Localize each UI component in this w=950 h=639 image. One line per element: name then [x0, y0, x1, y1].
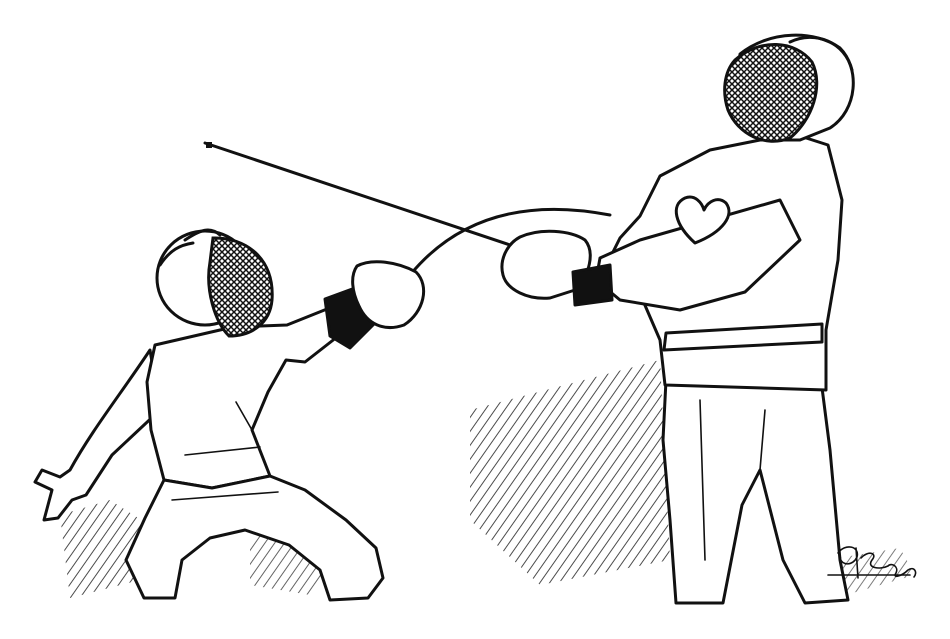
right-fencer: [500, 33, 855, 605]
left-fencer-legs: [124, 474, 385, 602]
heart-icon: [674, 195, 731, 245]
left-fencer-glove: [351, 260, 426, 330]
left-foil-blade: [203, 141, 557, 262]
right-fencer-mask: [723, 43, 819, 143]
left-fencer-torso: [145, 305, 348, 490]
right-fencer-guard: [571, 263, 614, 307]
left-fencer-mask: [207, 236, 274, 338]
foils: [203, 141, 612, 277]
left-foil-tip: [206, 142, 212, 148]
right-foil-blade: [408, 207, 612, 277]
right-fencer-sword-arm: [594, 198, 802, 312]
left-fencer-back-arm: [33, 348, 162, 522]
left-fencer: [33, 228, 426, 602]
right-fencer-legs: [661, 370, 850, 605]
artist-signature: [827, 546, 917, 579]
right-fencer-belt: [662, 322, 824, 352]
